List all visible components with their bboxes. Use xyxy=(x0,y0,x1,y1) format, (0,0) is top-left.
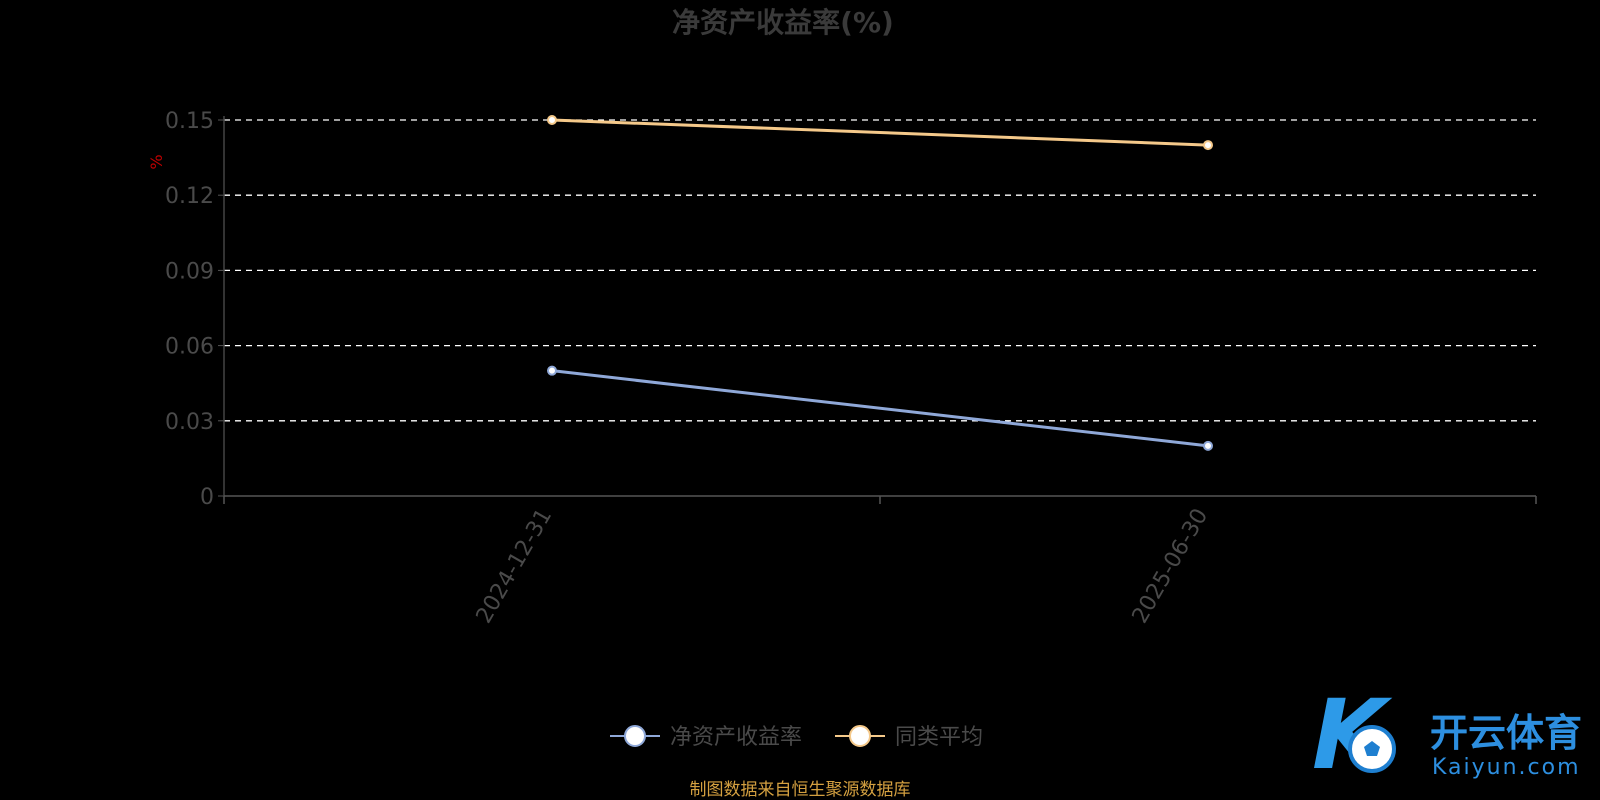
y-tick-label-0.06: 0.06 xyxy=(165,335,214,360)
legend-item-peer-average[interactable]: 同类平均 xyxy=(835,725,983,750)
y-tick-label-0.03: 0.03 xyxy=(165,410,214,435)
x-tick-label-2025-06-30: 2025-06-30 xyxy=(1128,505,1214,628)
y-tick-label-0.09: 0.09 xyxy=(165,259,214,284)
chart-title: 净资产收益率(%) xyxy=(672,6,894,39)
y-tick-label-0: 0 xyxy=(200,485,214,510)
series-0-point-0 xyxy=(547,365,557,376)
legend-item-roe[interactable]: 净资产收益率 xyxy=(610,725,802,750)
gridlines xyxy=(224,119,1536,422)
x-tick-label-2024-12-31: 2024-12-31 xyxy=(472,505,558,628)
watermark-brand-en: Kaiyun.com xyxy=(1432,755,1581,780)
y-tick-label-0.12: 0.12 xyxy=(165,184,214,209)
watermark-logo: K 开云体育 Kaiyun.com xyxy=(1312,679,1582,791)
legend-peer-average-label: 同类平均 xyxy=(895,725,983,750)
source-note: 制图数据来自恒生聚源数据库 xyxy=(690,780,911,800)
series-1-point-1 xyxy=(1203,140,1213,151)
series-line-0 xyxy=(551,369,1209,448)
legend-roe-label: 净资产收益率 xyxy=(670,725,802,750)
soccer-ball-icon xyxy=(1348,725,1396,773)
series-lines xyxy=(547,115,1213,451)
legend-roe-marker xyxy=(624,725,646,747)
y-axis-unit-label: % xyxy=(147,154,166,169)
series-line-1 xyxy=(551,118,1209,147)
axes: 0 0.03 0.06 0.09 0.12 0.15 2024-12-31 2025-06-3… xyxy=(165,109,1537,628)
legend: 净资产收益率 同类平均 xyxy=(610,725,983,750)
watermark-brand-cn: 开云体育 xyxy=(1430,711,1582,755)
legend-peer-average-marker xyxy=(849,725,871,747)
y-tick-label-0.15: 0.15 xyxy=(165,109,214,134)
series-0-point-1 xyxy=(1203,440,1213,451)
series-1-point-0 xyxy=(547,115,557,125)
